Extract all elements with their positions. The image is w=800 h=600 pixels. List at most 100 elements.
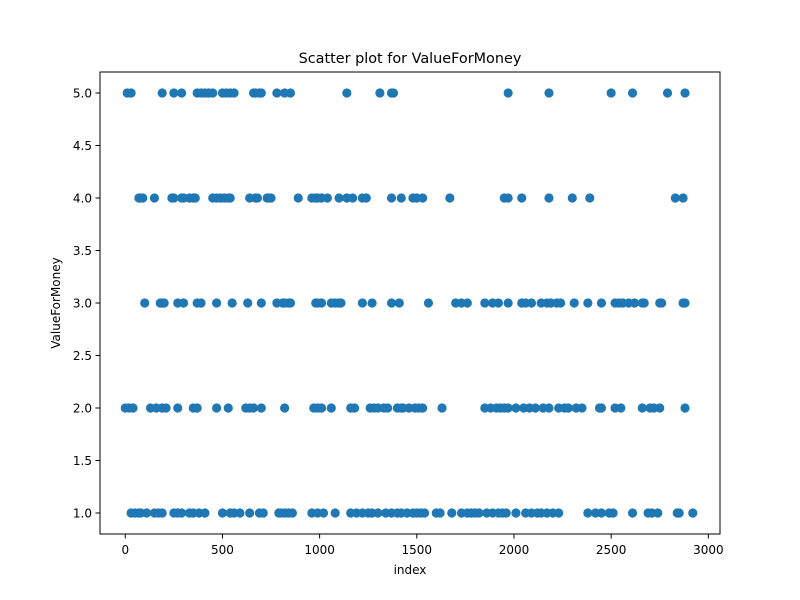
data-point	[423, 298, 434, 308]
data-point	[227, 298, 237, 308]
data-point	[330, 508, 340, 518]
data-point	[243, 298, 253, 308]
data-point	[245, 508, 255, 518]
data-point	[556, 298, 566, 308]
data-point	[688, 508, 698, 518]
data-point	[629, 298, 640, 308]
data-point	[583, 298, 593, 308]
data-point	[674, 508, 684, 518]
x-tick-label: 3000	[693, 543, 724, 557]
y-tick-label: 5.0	[73, 86, 92, 100]
data-point	[474, 508, 484, 518]
data-point	[248, 403, 259, 413]
axes-frame	[99, 71, 721, 535]
y-axis-label: ValueForMoney	[49, 257, 63, 349]
data-point	[169, 88, 179, 98]
x-tick-label: 1500	[402, 543, 433, 557]
data-point	[217, 508, 228, 518]
data-point	[596, 508, 607, 518]
data-point	[462, 298, 472, 308]
data-point	[386, 193, 397, 203]
y-tick-label: 3.5	[73, 244, 92, 258]
data-point	[157, 508, 167, 518]
data-point	[196, 298, 206, 308]
data-point	[361, 193, 371, 203]
data-point	[511, 403, 521, 413]
data-point	[142, 508, 152, 518]
data-point	[608, 508, 618, 518]
data-point	[596, 298, 607, 308]
data-point	[526, 298, 537, 308]
data-point	[544, 193, 554, 203]
data-point	[322, 193, 332, 203]
data-point	[177, 88, 187, 98]
data-point	[208, 88, 218, 98]
y-ticks: 1.0 1.5 2.0 2.5 3.0 3.5 4.0 4.5 5.0	[73, 86, 100, 520]
data-point	[503, 403, 513, 413]
data-point	[159, 298, 169, 308]
data-point	[383, 403, 393, 413]
data-point	[169, 193, 179, 203]
x-axis-label: index	[394, 563, 427, 577]
data-point	[680, 298, 690, 308]
data-point	[293, 193, 303, 203]
data-point	[567, 193, 577, 203]
data-point	[606, 88, 616, 98]
data-point	[285, 298, 296, 308]
data-point	[258, 508, 268, 518]
data-point	[192, 403, 202, 413]
data-point	[435, 508, 445, 518]
y-tick-label: 2.5	[73, 349, 92, 363]
data-point	[503, 193, 513, 203]
data-point	[616, 403, 626, 413]
data-point	[318, 508, 329, 518]
data-point	[653, 508, 663, 518]
data-point	[577, 403, 587, 413]
data-point	[190, 193, 200, 203]
data-point	[375, 88, 385, 98]
x-tick-label: 1000	[304, 543, 335, 557]
data-point	[350, 403, 360, 413]
data-point	[140, 298, 150, 308]
data-point	[419, 508, 430, 518]
data-point	[480, 298, 490, 308]
data-point	[637, 403, 647, 413]
data-point	[530, 403, 540, 413]
y-tick-label: 1.0	[73, 506, 92, 520]
data-point	[357, 298, 367, 308]
data-point	[225, 193, 235, 203]
data-point	[212, 403, 222, 413]
data-point	[229, 88, 239, 98]
data-point	[563, 403, 574, 413]
chart-title: Scatter plot for ValueForMoney	[299, 51, 522, 67]
data-point	[627, 88, 638, 98]
data-point	[627, 508, 638, 518]
data-point	[342, 88, 352, 98]
data-point	[200, 508, 210, 518]
data-point	[161, 403, 171, 413]
data-point	[266, 193, 276, 203]
y-tick-label: 3.0	[73, 296, 92, 310]
data-point	[126, 88, 136, 98]
y-tick-label: 2.0	[73, 401, 92, 415]
data-point	[178, 298, 189, 308]
x-ticks: 0 500 1000 1500 2000 2500 3000	[121, 534, 724, 557]
data-point	[517, 193, 527, 203]
data-point	[655, 403, 665, 413]
data-point	[503, 88, 513, 98]
data-point	[396, 193, 406, 203]
data-point	[418, 193, 428, 203]
data-point	[173, 403, 183, 413]
data-point	[316, 403, 327, 413]
data-point	[680, 403, 690, 413]
axes: 0 500 1000 1500 2000 2500 3000 1.0 1.5 2.0 2.5 3.0…	[73, 71, 724, 557]
data-point	[511, 508, 521, 518]
data-point	[386, 298, 397, 308]
data-point	[280, 403, 290, 413]
data-point	[285, 88, 296, 98]
data-point	[437, 403, 447, 413]
data-point	[445, 193, 455, 203]
data-point	[326, 403, 336, 413]
y-tick-label: 4.0	[73, 191, 92, 205]
